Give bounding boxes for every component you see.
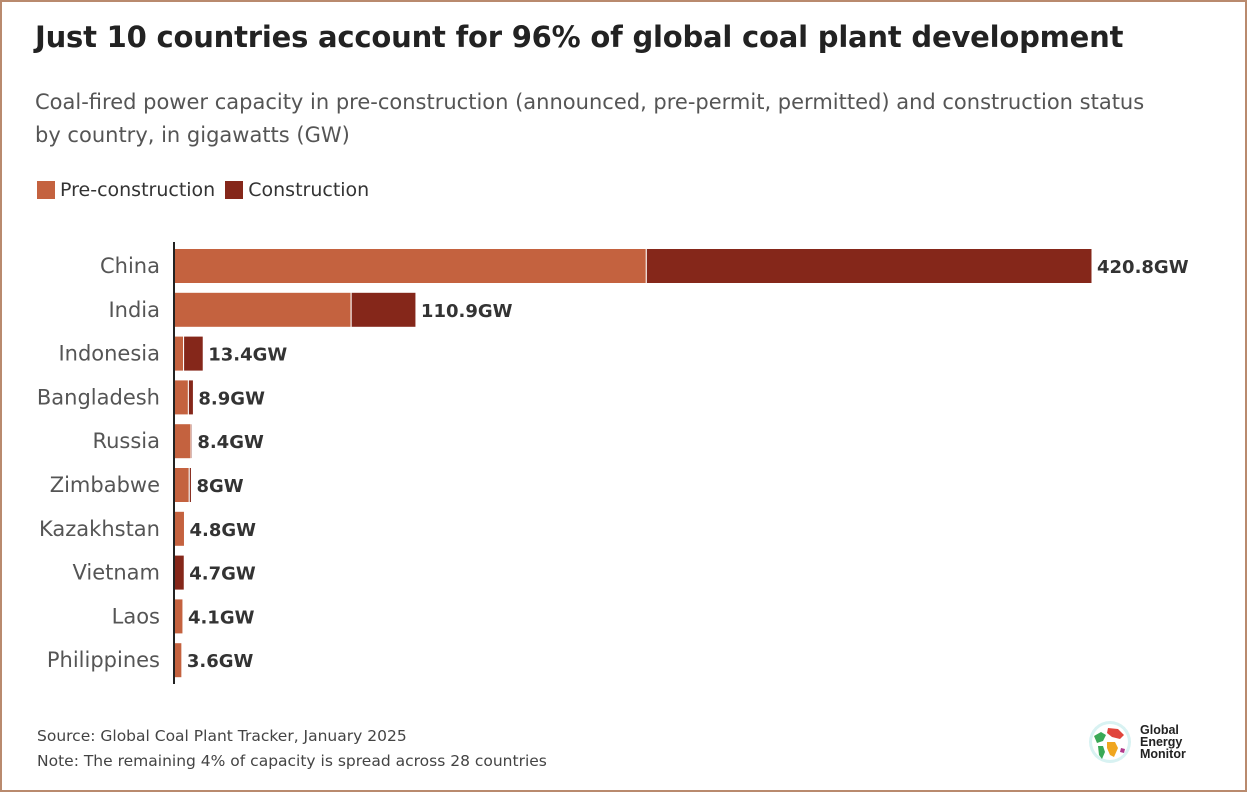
category-label: China: [100, 254, 160, 278]
data-label: 8GW: [196, 476, 243, 497]
category-label: Bangladesh: [37, 385, 160, 409]
category-label: Zimbabwe: [50, 473, 160, 497]
data-label: 3.6GW: [187, 651, 254, 672]
bar-pre-construction: [173, 335, 185, 372]
data-label: 8.9GW: [198, 388, 265, 409]
chart-title: Just 10 countries account for 96% of glo…: [35, 20, 1124, 54]
bar-pre-construction: [173, 598, 184, 635]
logo-text: Global Energy Monitor: [1140, 723, 1186, 761]
category-label: India: [108, 298, 160, 322]
bar-construction: [173, 554, 185, 591]
data-label: 4.7GW: [189, 564, 256, 585]
legend-label: Pre-construction: [60, 179, 216, 201]
bar-chart: China 420.8GW India 110.9GW Indonesia 13.4GW B…: [37, 242, 1189, 684]
gem-logo: Global Energy Monitor: [1088, 720, 1186, 764]
globe-icon: [1089, 721, 1131, 763]
legend-swatch-pre-construction: [37, 181, 55, 199]
bar-construction: [187, 379, 194, 416]
category-label: Kazakhstan: [39, 517, 160, 541]
logo-line: Energy: [1140, 735, 1183, 749]
category-label: Vietnam: [72, 561, 160, 585]
bar-pre-construction: [173, 467, 190, 503]
legend-item-pre-construction: Pre-construction: [37, 179, 215, 201]
data-label: 13.4GW: [208, 345, 287, 366]
chart-subtitle: Coal-fired power capacity in pre-constru…: [35, 90, 1145, 147]
legend-swatch-construction: [225, 181, 244, 199]
data-label: 4.1GW: [188, 607, 255, 628]
bar-pre-construction: [173, 510, 185, 547]
bar-construction: [350, 291, 417, 328]
data-label: 8.4GW: [197, 432, 264, 453]
bar-pre-construction: [173, 248, 647, 284]
bar-pre-construction: [173, 423, 192, 460]
bar-construction: [645, 248, 1093, 284]
bar-pre-construction: [173, 379, 189, 416]
bar-pre-construction: [173, 642, 183, 679]
data-label: 420.8GW: [1097, 257, 1189, 278]
logo-line: Monitor: [1140, 747, 1186, 761]
bar-construction: [190, 423, 193, 460]
note-text: Note: The remaining 4% of capacity is sp…: [37, 752, 547, 770]
logo-line: Global: [1140, 723, 1179, 737]
category-label: Indonesia: [58, 342, 160, 366]
data-label: 4.8GW: [189, 520, 256, 541]
source-note: Source: Global Coal Plant Tracker, Janua…: [37, 724, 547, 774]
category-label: Russia: [92, 429, 160, 453]
legend-label: Construction: [248, 179, 370, 201]
legend: Pre-construction Construction: [37, 179, 369, 201]
data-label: 110.9GW: [421, 301, 513, 322]
category-label: Laos: [112, 604, 160, 628]
source-text: Source: Global Coal Plant Tracker, Janua…: [37, 727, 407, 745]
category-label: Philippines: [47, 648, 160, 672]
bar-construction: [188, 467, 192, 503]
legend-item-construction: Construction: [225, 179, 369, 201]
bar-pre-construction: [173, 291, 352, 328]
bar-construction: [183, 335, 204, 372]
